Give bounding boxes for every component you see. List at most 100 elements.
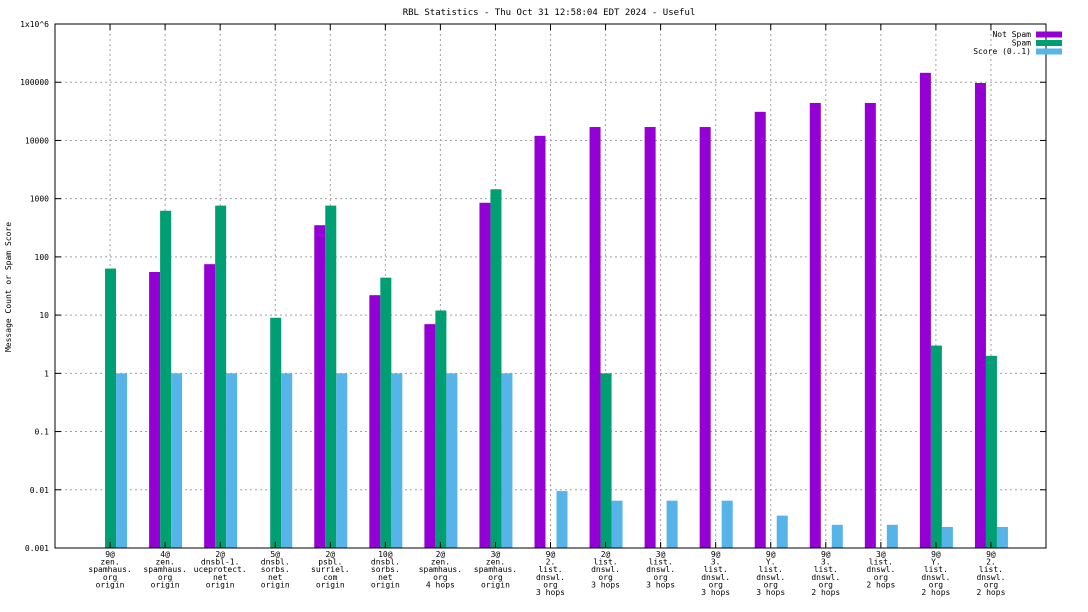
grid-lines	[55, 24, 1046, 548]
x-tick-label: 2 hops	[811, 588, 840, 597]
bar-spam	[435, 310, 447, 548]
x-tick-label: dnswl.	[811, 573, 840, 582]
y-tick-label: 1	[44, 369, 49, 378]
bars	[105, 72, 1008, 549]
y-tick-label: 0.001	[25, 544, 49, 553]
bar-score-0-1	[831, 524, 843, 548]
x-tick-label: org	[433, 573, 448, 582]
x-tick-label: dnswl.	[701, 573, 730, 582]
x-tick-label: 9@	[766, 550, 776, 559]
legend-label: Spam	[1012, 39, 1031, 48]
x-tick-label: 3 hops	[701, 588, 730, 597]
x-tick-label: zen.	[431, 558, 450, 567]
bar-score-0-1	[281, 373, 293, 548]
x-tick-label: 2 hops	[976, 588, 1005, 597]
bar-not-spam	[754, 111, 766, 548]
bar-spam	[490, 189, 502, 548]
x-tick-label: spamhaus.	[474, 565, 517, 574]
legend-label: Not Spam	[992, 30, 1031, 39]
x-tick-label: 3.	[711, 558, 721, 567]
x-tick-label: 2.	[546, 558, 556, 567]
legend-swatch	[1036, 31, 1062, 38]
x-tick-label: 9@	[105, 550, 115, 559]
bar-not-spam	[644, 127, 656, 549]
bar-score-0-1	[996, 526, 1008, 548]
x-tick-label: Y.	[766, 558, 776, 567]
x-tick-label: org	[929, 580, 944, 589]
x-tick-label: 9@	[821, 550, 831, 559]
bar-spam	[380, 277, 392, 548]
x-tick-label: dnswl.	[591, 565, 620, 574]
x-tick-label: dnswl.	[756, 573, 785, 582]
x-tick-label: 2 hops	[866, 580, 895, 589]
x-tick-label: sorbs.	[371, 565, 400, 574]
x-tick-label: uceprotect.	[194, 565, 247, 574]
x-tick-label: 2@	[601, 550, 611, 559]
x-tick-label: org	[763, 580, 778, 589]
x-tick-label: dnswl.	[536, 573, 565, 582]
x-tick-label: list.	[538, 565, 562, 574]
bar-not-spam	[919, 72, 931, 548]
x-tick-label: org	[598, 573, 613, 582]
bar-spam	[105, 268, 117, 548]
x-tick-label: origin	[261, 580, 290, 589]
x-tick-label: 3@	[656, 550, 666, 559]
x-tick-label: spamhaus.	[88, 565, 131, 574]
x-tick-label: org	[819, 580, 834, 589]
x-tick-label: 9@	[546, 550, 556, 559]
bar-not-spam	[479, 202, 491, 548]
bar-spam	[930, 345, 942, 548]
x-tick-label: origin	[96, 580, 125, 589]
bar-spam	[325, 205, 337, 548]
x-tick-label: net	[268, 573, 283, 582]
x-tick-label: 2@	[215, 550, 225, 559]
x-tick-label: 3 hops	[756, 588, 785, 597]
bar-not-spam	[314, 225, 326, 548]
x-tick-label: list.	[759, 565, 783, 574]
bar-not-spam	[369, 295, 381, 548]
x-tick-label: 9@	[711, 550, 721, 559]
legend-swatch	[1036, 48, 1062, 55]
x-tick-label: net	[378, 573, 393, 582]
x-tick-label: 2.	[986, 558, 996, 567]
bar-score-0-1	[886, 524, 898, 548]
x-tick-label: dnsbl.	[261, 558, 290, 567]
x-tick-label: origin	[316, 580, 345, 589]
bar-score-0-1	[171, 373, 183, 548]
x-tick-label: list.	[704, 565, 728, 574]
bar-not-spam	[589, 127, 601, 549]
y-axis-label: Message Count or Spam Score	[4, 222, 13, 352]
x-tick-label: 4@	[160, 550, 170, 559]
bar-score-0-1	[721, 500, 733, 548]
bar-not-spam	[424, 324, 436, 548]
bar-score-0-1	[446, 373, 458, 548]
x-tick-label: list.	[814, 565, 838, 574]
x-tick-label: org	[874, 573, 889, 582]
x-tick-label: com	[323, 573, 338, 582]
bar-not-spam	[699, 127, 711, 549]
x-tick-label: 9@	[986, 550, 996, 559]
x-tick-label: dnswl.	[976, 573, 1005, 582]
x-tick-label: list.	[649, 558, 673, 567]
bar-score-0-1	[611, 500, 623, 548]
bar-not-spam	[149, 272, 161, 548]
x-tick-label: 3 hops	[536, 588, 565, 597]
x-tick-label: 4 hops	[426, 580, 455, 589]
y-tick-label: 1000	[30, 195, 49, 204]
plot-frame	[54, 23, 1047, 549]
x-tick-label: org	[984, 580, 999, 589]
x-tick-label: dnsbl.	[371, 558, 400, 567]
bar-score-0-1	[776, 515, 788, 548]
bar-not-spam	[534, 135, 546, 548]
x-tick-label: 3.	[821, 558, 831, 567]
x-tick-labels: 9@zen.spamhaus.orgorigin4@zen.spamhaus.o…	[88, 550, 1005, 597]
x-tick-label: psbl.	[318, 558, 342, 567]
legend-swatch	[1036, 40, 1062, 46]
x-tick-label: sorbs.	[261, 565, 290, 574]
x-tick-label: list.	[979, 565, 1003, 574]
x-tick-label: 10@	[378, 550, 393, 559]
x-tick-label: list.	[869, 558, 893, 567]
x-tick-label: dnsbl-1.	[201, 558, 240, 567]
